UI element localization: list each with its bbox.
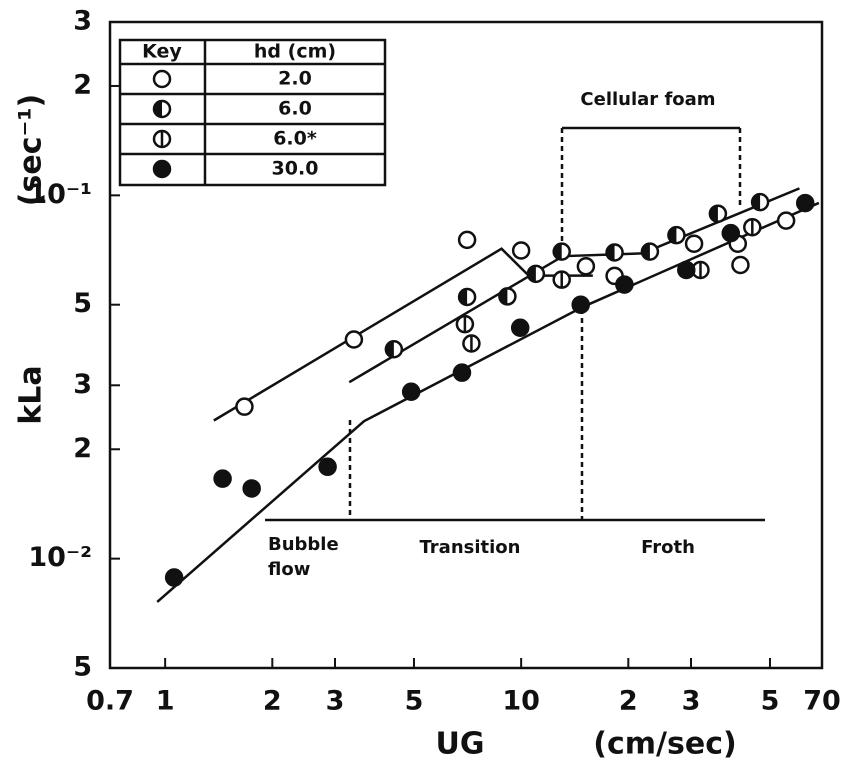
x-axis-label: UG xyxy=(436,727,485,762)
x-tick-label: 2 xyxy=(619,686,638,717)
legend-label: 2.0 xyxy=(278,68,312,90)
legend-header: Key xyxy=(142,41,182,63)
marker xyxy=(213,469,232,488)
legend xyxy=(118,38,387,187)
x-tick-label: 1 xyxy=(156,686,175,717)
marker xyxy=(344,330,364,349)
x-tick-label: 5 xyxy=(761,686,780,717)
y-axis-unit: (sec⁻¹) xyxy=(14,94,49,206)
marker xyxy=(384,340,404,359)
marker xyxy=(152,159,172,179)
x-tick-label: 2 xyxy=(263,686,282,717)
marker xyxy=(731,255,750,275)
marker xyxy=(235,397,254,416)
marker xyxy=(526,264,546,284)
y-tick-label: 2 xyxy=(73,69,92,100)
marker xyxy=(640,242,660,261)
marker xyxy=(743,217,762,237)
annotation: Bubble xyxy=(268,534,339,555)
y-tick-label: 5 xyxy=(73,288,92,319)
y-axis-label: kLa xyxy=(14,365,49,424)
marker xyxy=(457,230,477,250)
marker xyxy=(684,234,704,253)
marker xyxy=(401,382,421,401)
marker xyxy=(605,243,624,262)
marker xyxy=(455,314,475,334)
marker xyxy=(462,334,481,353)
marker xyxy=(552,242,571,261)
marker xyxy=(457,287,477,307)
y-tick-label: 10⁻² xyxy=(28,542,92,573)
annotation: Cellular foam xyxy=(580,89,715,110)
x-tick-label: 3 xyxy=(326,686,345,717)
marker xyxy=(795,193,815,213)
annotation: flow xyxy=(268,559,310,580)
y-tick-label: 3 xyxy=(73,369,92,400)
y-tick-label: 5 xyxy=(73,652,92,683)
x-tick-label: 3 xyxy=(682,686,701,717)
regime-lines xyxy=(265,126,765,522)
marker xyxy=(615,275,634,294)
x-axis-unit: (cm/sec) xyxy=(593,727,736,762)
x-tick-label: 10 xyxy=(502,686,540,717)
marker xyxy=(708,204,728,223)
legend-header: hd (cm) xyxy=(254,41,336,63)
marker xyxy=(667,225,686,245)
legend-box xyxy=(118,38,387,187)
marker xyxy=(576,256,596,276)
marker xyxy=(498,287,517,306)
plot-frame xyxy=(108,20,824,670)
marker xyxy=(750,192,770,212)
marker xyxy=(318,457,337,477)
marker xyxy=(511,241,531,260)
marker xyxy=(242,479,261,498)
y-tick-label: 2 xyxy=(73,433,92,464)
legend-label: 30.0 xyxy=(272,158,319,180)
x-tick-label: 0.7 xyxy=(86,686,134,717)
y-tick-label: 10⁻¹ xyxy=(28,179,92,210)
marker xyxy=(152,99,172,119)
x-tick-label: 5 xyxy=(405,686,424,717)
fit-line xyxy=(156,201,820,603)
marker xyxy=(721,223,741,243)
marker xyxy=(152,129,172,149)
marker xyxy=(571,295,590,314)
marker xyxy=(152,69,172,89)
marker xyxy=(452,363,472,382)
marker xyxy=(510,318,530,338)
y-tick-label: 3 xyxy=(73,6,92,37)
x-tick-label: 70 xyxy=(803,686,841,717)
marker xyxy=(776,211,796,230)
annotation: Transition xyxy=(420,537,521,558)
marker xyxy=(677,260,696,280)
legend-label: 6.0 xyxy=(278,98,312,120)
annotation: Froth xyxy=(641,537,695,558)
marker xyxy=(164,568,184,587)
legend-label: 6.0* xyxy=(273,128,317,150)
fit-line xyxy=(348,187,800,384)
marker xyxy=(552,270,571,289)
